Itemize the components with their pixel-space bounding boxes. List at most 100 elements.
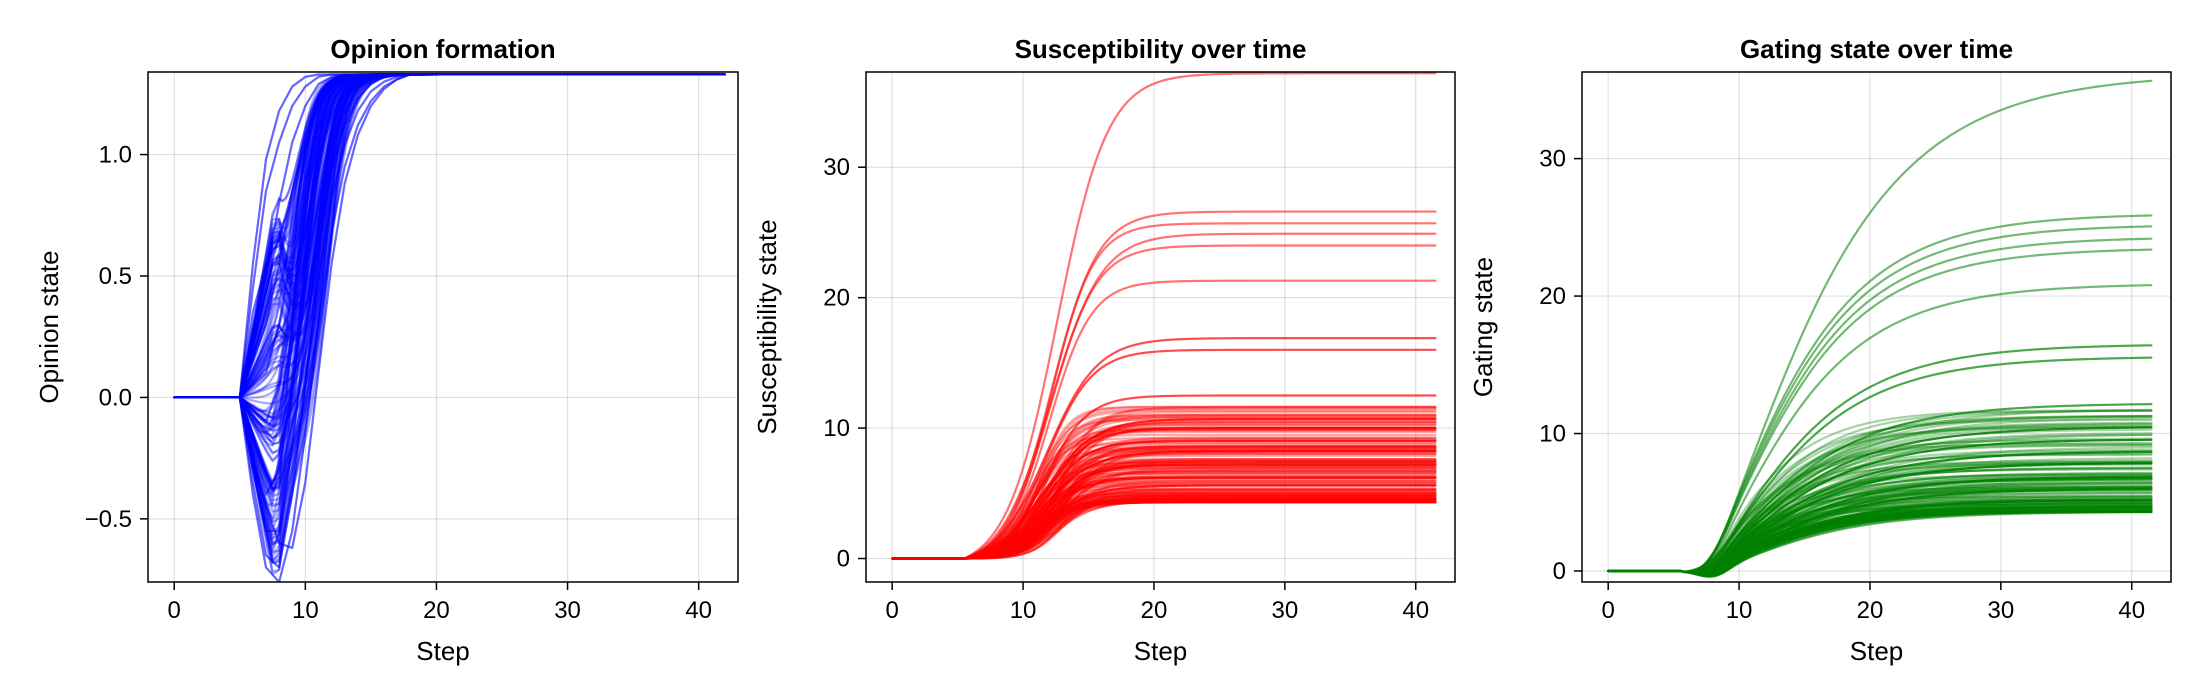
gating-y-axis-label: Gating state bbox=[1468, 257, 1498, 397]
x-tick-label: 20 bbox=[1857, 597, 1884, 624]
gating-series-group bbox=[1607, 79, 2153, 578]
susceptibility-series-line bbox=[891, 500, 1437, 560]
susceptibility-series-line bbox=[891, 459, 1437, 560]
x-tick-label: 0 bbox=[168, 597, 181, 624]
susceptibility-series-line bbox=[891, 499, 1437, 560]
opinion-chart: 0 10 20 30 40 −0.5 0.0 0.5 1.0 Opinion formation S… bbox=[34, 34, 739, 666]
x-tick-label: 10 bbox=[292, 597, 319, 624]
susceptibility-series-line bbox=[891, 494, 1437, 560]
susceptibility-series-line bbox=[891, 501, 1437, 560]
susceptibility-series-line bbox=[891, 445, 1437, 560]
opinion-series-line-12 bbox=[173, 73, 726, 550]
opinion-grid bbox=[148, 72, 738, 582]
susceptibility-series-line bbox=[891, 499, 1437, 560]
opinion-y-axis-label: Opinion state bbox=[34, 250, 64, 403]
susceptibility-series-line bbox=[891, 501, 1437, 560]
gating-title: Gating state over time bbox=[1740, 34, 2013, 64]
opinion-x-axis-label: Step bbox=[416, 636, 470, 666]
x-tick-label: 30 bbox=[554, 597, 581, 624]
susceptibility-series-line bbox=[891, 482, 1437, 560]
opinion-series-group bbox=[173, 73, 726, 582]
susceptibility-series-line bbox=[891, 501, 1437, 560]
susceptibility-series-line bbox=[891, 453, 1437, 560]
susceptibility-series-line bbox=[891, 465, 1437, 560]
susceptibility-series-line bbox=[891, 498, 1437, 560]
susceptibility-series-line bbox=[891, 469, 1437, 560]
susceptibility-series-line bbox=[891, 458, 1437, 560]
susceptibility-series-line bbox=[891, 499, 1437, 560]
x-tick-label: 0 bbox=[1601, 597, 1614, 624]
opinion-title: Opinion formation bbox=[330, 34, 555, 64]
y-tick-label: 0.5 bbox=[99, 263, 132, 290]
susceptibility-series-line bbox=[891, 497, 1437, 560]
y-tick-label: 0.0 bbox=[99, 384, 132, 411]
susceptibility-series-line bbox=[891, 458, 1437, 560]
susceptibility-series-line bbox=[891, 501, 1437, 560]
gating-series-line bbox=[1607, 509, 2153, 576]
y-tick-label: 10 bbox=[823, 415, 850, 442]
susceptibility-series-line bbox=[891, 470, 1437, 560]
susceptibility-series-line bbox=[891, 244, 1437, 560]
susceptibility-series-line bbox=[891, 494, 1437, 560]
susceptibility-series-line bbox=[891, 222, 1437, 560]
susceptibility-title: Susceptibility over time bbox=[1015, 34, 1307, 64]
y-tick-label: −0.5 bbox=[85, 506, 132, 533]
susceptibility-series-line bbox=[891, 500, 1437, 560]
susceptibility-series-line bbox=[891, 495, 1437, 560]
susceptibility-series-line bbox=[891, 501, 1437, 560]
x-tick-label: 40 bbox=[2118, 597, 2145, 624]
susceptibility-series-line bbox=[891, 407, 1437, 560]
y-tick-label: 30 bbox=[1539, 146, 1566, 173]
opinion-series-line bbox=[173, 73, 720, 502]
susceptibility-series-line bbox=[891, 496, 1437, 560]
susceptibility-y-axis-label: Susceptibility state bbox=[752, 219, 782, 434]
x-tick-label: 20 bbox=[1141, 597, 1168, 624]
susceptibility-series-line bbox=[891, 336, 1437, 560]
gating-series-line bbox=[1607, 504, 2153, 576]
x-tick-label: 10 bbox=[1726, 597, 1753, 624]
susceptibility-series-line bbox=[891, 494, 1437, 560]
susceptibility-series-line bbox=[891, 210, 1437, 560]
susceptibility-series-line bbox=[891, 480, 1437, 560]
susceptibility-series-line bbox=[891, 497, 1437, 560]
susceptibility-series-line bbox=[891, 500, 1437, 560]
susceptibility-series-line bbox=[891, 487, 1437, 560]
x-tick-label: 40 bbox=[685, 597, 712, 624]
susceptibility-series-line bbox=[891, 494, 1437, 560]
gating-plot-frame bbox=[1581, 71, 2172, 583]
susceptibility-series-line bbox=[891, 495, 1437, 560]
susceptibility-series-line bbox=[891, 444, 1437, 560]
susceptibility-series-line bbox=[891, 496, 1437, 560]
opinion-plot-frame bbox=[147, 71, 739, 583]
gating-series-line bbox=[1607, 505, 2153, 576]
susceptibility-series-line bbox=[891, 475, 1437, 560]
susceptibility-series-line bbox=[891, 491, 1437, 560]
susceptibility-series-line bbox=[891, 429, 1437, 560]
susceptibility-series-line bbox=[891, 423, 1437, 560]
susceptibility-series-line bbox=[891, 461, 1437, 560]
susceptibility-series-line bbox=[891, 498, 1437, 560]
susceptibility-grid bbox=[866, 72, 1455, 582]
x-tick-label: 30 bbox=[1271, 597, 1298, 624]
y-tick-label: 20 bbox=[1539, 283, 1566, 310]
susceptibility-series-line bbox=[891, 488, 1437, 560]
susceptibility-series-line bbox=[891, 470, 1437, 560]
gating-series-line bbox=[1607, 511, 2153, 578]
susceptibility-series-line bbox=[891, 411, 1437, 560]
x-tick-label: 40 bbox=[1402, 597, 1429, 624]
susceptibility-series-line bbox=[891, 499, 1437, 560]
susceptibility-series-line bbox=[891, 501, 1437, 560]
susceptibility-x-axis-label: Step bbox=[1134, 636, 1188, 666]
susceptibility-series-line bbox=[891, 488, 1437, 560]
susceptibility-series-line bbox=[891, 497, 1437, 560]
susceptibility-series-line bbox=[891, 500, 1437, 560]
susceptibility-series-line bbox=[891, 498, 1437, 560]
susceptibility-series-line bbox=[891, 497, 1437, 560]
x-tick-label: 20 bbox=[423, 597, 450, 624]
susceptibility-series-line bbox=[891, 447, 1437, 560]
y-tick-label: 20 bbox=[823, 285, 850, 312]
susceptibility-series-line bbox=[891, 500, 1437, 560]
susceptibility-series-group bbox=[891, 72, 1437, 560]
susceptibility-series-line bbox=[891, 496, 1437, 560]
y-tick-label: 1.0 bbox=[99, 142, 132, 169]
